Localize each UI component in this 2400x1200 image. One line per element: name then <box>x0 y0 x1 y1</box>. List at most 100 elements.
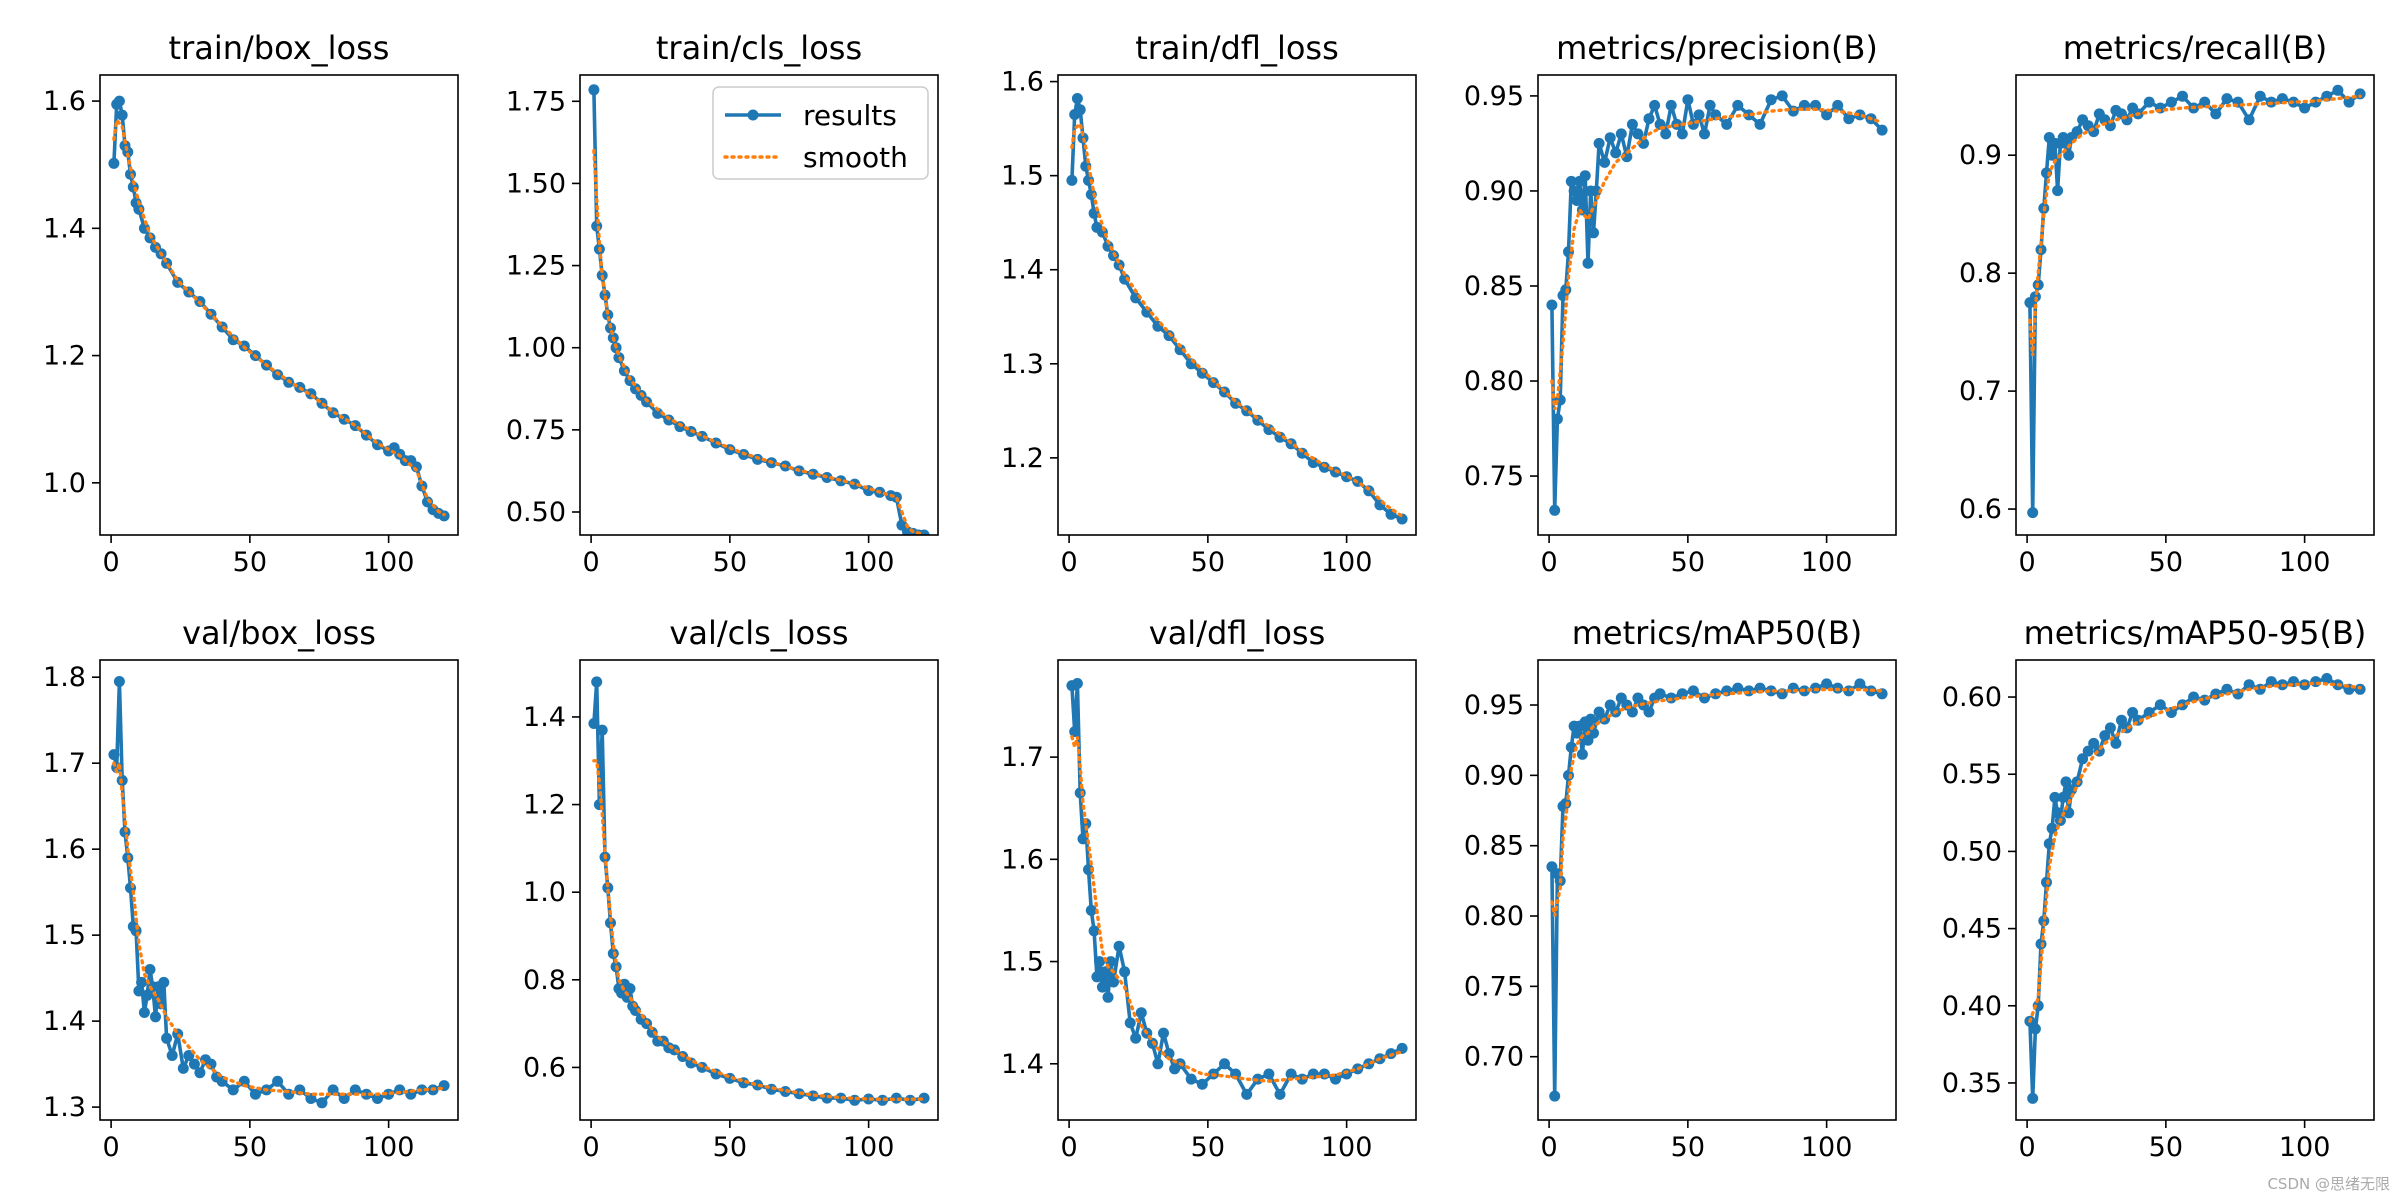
plot-frame <box>2015 659 2375 1121</box>
results-point <box>272 1075 284 1087</box>
panel-title: metrics/mAP50-95(B) <box>2024 614 2367 652</box>
results-point <box>652 407 664 419</box>
results-point <box>1565 175 1577 187</box>
y-tick-label: 1.4 <box>43 1006 86 1037</box>
panel-title: train/dfl_loss <box>1135 29 1339 67</box>
y-tick-label: 0.8 <box>523 965 566 996</box>
results-point <box>2310 676 2322 688</box>
plot-frame <box>579 74 939 536</box>
y-tick-label: 0.8 <box>1959 258 2002 289</box>
results-point <box>1576 204 1588 216</box>
results-point <box>1649 99 1661 111</box>
results-point <box>2046 822 2058 834</box>
y-tick-label: 1.5 <box>43 920 86 951</box>
results-point <box>588 84 600 96</box>
smooth-series-line <box>1070 120 1404 518</box>
results-point <box>141 989 153 1001</box>
results-point <box>316 1097 328 1109</box>
results-point <box>1085 904 1097 916</box>
results-point <box>1130 1032 1142 1044</box>
panel-title: val/box_loss <box>182 614 376 652</box>
x-tick-label: 100 <box>363 547 415 578</box>
y-tick-label: 1.3 <box>1001 349 1044 380</box>
x-tick-label: 0 <box>2019 1132 2036 1163</box>
y-tick-label: 0.80 <box>1464 366 1524 397</box>
results-point <box>1654 688 1666 700</box>
series-group <box>1066 93 1408 525</box>
results-point <box>108 157 120 169</box>
results-point <box>422 496 433 508</box>
results-point <box>1088 925 1100 937</box>
results-point <box>1546 299 1558 311</box>
results-point <box>1599 156 1611 168</box>
results-point <box>1196 1078 1208 1090</box>
results-point <box>1077 833 1089 845</box>
y-tick-label: 0.9 <box>1959 140 2002 171</box>
smooth-series-line <box>112 116 446 517</box>
results-point <box>2210 108 2222 120</box>
results-point <box>1660 128 1672 140</box>
panel-metrics-recall-b: metrics/recall(B) 0 50 100 0.6 0.7 0.8 0.9 <box>1959 29 2375 578</box>
results-point <box>1158 1027 1169 1039</box>
x-tick-label: 100 <box>1321 547 1373 578</box>
y-tick-label: 1.8 <box>43 662 86 693</box>
y-tick-label: 1.6 <box>1001 844 1044 875</box>
panel-title: train/box_loss <box>169 29 390 67</box>
results-point <box>205 1058 217 1070</box>
panel-metrics-map50-95-b: metrics/mAP50-95(B) 0 50 100 0.35 0.40 0.45 0.5… <box>1942 614 2375 1163</box>
y-tick-label: 1.75 <box>506 86 566 117</box>
legend: results smooth <box>712 86 929 180</box>
results-point <box>2177 90 2188 102</box>
results-point <box>150 1011 161 1023</box>
results-point <box>1074 787 1086 799</box>
results-point <box>1776 90 1788 102</box>
y-tick-label: 0.90 <box>1464 760 1524 791</box>
series-group <box>1546 678 1888 1102</box>
results-point <box>113 676 125 687</box>
results-point <box>1113 940 1125 952</box>
results-point <box>161 1032 173 1044</box>
results-point <box>1174 344 1186 356</box>
panel-title: metrics/mAP50(B) <box>1572 614 1863 652</box>
x-tick-label: 50 <box>1671 547 1705 578</box>
x-tick-label: 100 <box>843 1132 895 1163</box>
y-tick-label: 1.4 <box>1001 255 1044 286</box>
results-point <box>1593 137 1605 149</box>
results-point <box>1787 105 1799 117</box>
results-point <box>918 1092 930 1104</box>
results-point <box>1263 1068 1275 1080</box>
results-point <box>1743 109 1755 121</box>
y-tick-label: 1.2 <box>1001 443 1044 474</box>
x-tick-label: 100 <box>1801 547 1853 578</box>
results-point <box>238 1075 250 1087</box>
panel-title: metrics/recall(B) <box>2063 29 2328 67</box>
y-tick-label: 0.45 <box>1942 914 2002 945</box>
results-point <box>2243 114 2255 126</box>
results-point <box>2188 691 2200 703</box>
results-point <box>2199 96 2211 108</box>
results-point <box>1676 128 1688 140</box>
plot-frame <box>1537 74 1897 536</box>
results-point <box>1610 147 1622 159</box>
y-tick-label: 0.6 <box>1959 494 2002 525</box>
results-point <box>1843 113 1855 125</box>
results-point <box>1821 109 1833 121</box>
results-point <box>2060 776 2072 788</box>
results-series-line <box>1070 681 1403 1097</box>
results-point <box>1585 713 1597 725</box>
panel-val-box-loss: val/box_loss 0 50 100 1.3 1.4 1.5 1.6 1.7 1.8 <box>43 614 459 1163</box>
results-point <box>1643 706 1655 718</box>
x-tick-label: 50 <box>1191 1132 1225 1163</box>
results-point <box>1832 99 1844 111</box>
y-tick-label: 0.55 <box>1942 759 2002 790</box>
results-point <box>599 289 611 301</box>
smooth-series-line <box>112 761 446 1096</box>
smooth-series-line <box>1550 687 1884 917</box>
y-tick-label: 0.75 <box>1464 971 1524 1002</box>
results-point <box>1821 678 1833 690</box>
x-tick-label: 100 <box>2279 1132 2331 1163</box>
results-point <box>1094 956 1106 968</box>
results-point <box>1732 682 1744 694</box>
results-point <box>1066 174 1078 186</box>
